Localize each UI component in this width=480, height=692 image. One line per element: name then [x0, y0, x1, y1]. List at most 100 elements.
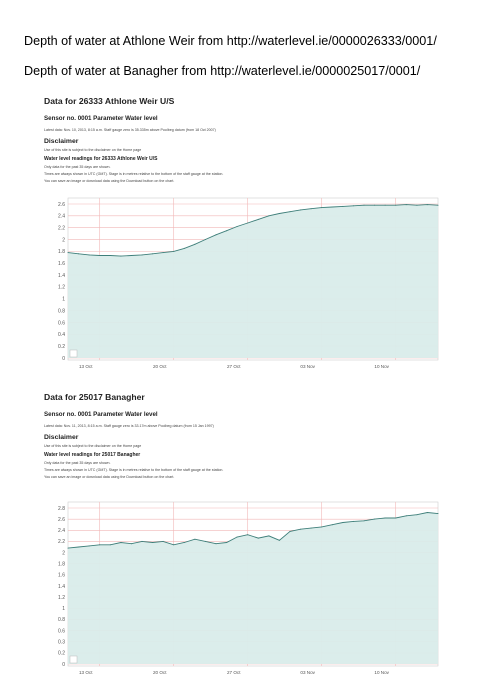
data-point — [162, 540, 164, 542]
y-tick-label: 0.4 — [58, 332, 65, 338]
x-tick-label: 10 Nov — [374, 670, 389, 675]
data-point — [194, 243, 196, 245]
data-point — [99, 544, 101, 546]
data-point — [352, 520, 354, 522]
y-tick-label: 2 — [62, 237, 65, 243]
x-tick-label: 20 Oct — [153, 670, 167, 675]
data-point — [173, 544, 175, 546]
series-line — [67, 204, 439, 257]
data-point — [321, 526, 323, 528]
data-point — [67, 547, 69, 549]
y-tick-label: 1.6 — [58, 261, 65, 267]
series-area — [68, 512, 438, 664]
heading-banagher: Depth of water at Banagher from http://w… — [24, 64, 421, 78]
y-tick-label: 0.2 — [58, 651, 65, 657]
data-point — [78, 546, 80, 548]
data-point — [331, 524, 333, 526]
sensor-heading: Sensor no. 0001 Parameter Water level — [44, 411, 158, 418]
y-tick-label: 1.4 — [58, 584, 65, 590]
data-point — [130, 255, 132, 256]
data-point — [257, 537, 259, 539]
y-tick-label: 1.2 — [58, 285, 65, 291]
data-point — [226, 230, 228, 232]
data-point — [331, 206, 333, 208]
data-point — [204, 540, 206, 542]
y-tick-label: 0.3 — [58, 640, 65, 646]
data-point — [236, 226, 238, 227]
data-point — [300, 528, 302, 530]
y-tick-label: 1.2 — [58, 595, 65, 601]
data-point — [363, 520, 365, 522]
data-point — [88, 545, 90, 547]
data-point — [183, 247, 185, 249]
data-point — [268, 215, 270, 217]
data-point — [120, 542, 122, 543]
data-point — [194, 538, 196, 540]
y-tick-label: 1 — [62, 297, 65, 303]
y-tick-label: 0 — [62, 356, 65, 362]
data-point — [374, 204, 376, 206]
data-point — [247, 534, 249, 536]
note-text: You can save an image or download data u… — [44, 475, 175, 479]
data-point — [300, 209, 302, 211]
data-point — [278, 213, 280, 214]
y-tick-label: 2.4 — [58, 214, 65, 220]
y-tick-label: 0.8 — [58, 308, 65, 314]
data-point — [173, 250, 175, 252]
y-tick-label: 2.2 — [58, 225, 65, 231]
y-tick-label: 0.6 — [58, 628, 65, 634]
chart-svg: 0 0.2 0.3 0.6 0.8 1 1.2 1.4 1.6 1.8 2 2.2 2.4 2.6 2.8 1… — [58, 501, 439, 675]
x-tick-label: 13 Oct — [79, 364, 93, 369]
data-point — [278, 539, 280, 541]
legend-box — [69, 349, 78, 358]
data-point — [120, 255, 122, 257]
data-point — [257, 218, 259, 220]
data-point — [204, 239, 206, 240]
data-point — [152, 542, 154, 543]
chart-svg: 0 0.2 0.4 0.6 0.8 1 1.2 1.4 1.6 1.8 2 2.2 2.4 2.6 13 O… — [58, 197, 439, 369]
data-point — [384, 517, 386, 519]
data-point — [416, 204, 418, 206]
data-point — [342, 522, 344, 523]
data-point — [437, 513, 439, 515]
note-text: Only data for the past 35 days are shown… — [44, 165, 111, 169]
data-point — [321, 207, 323, 209]
y-tick-label: 2.4 — [58, 528, 65, 534]
data-point — [226, 542, 228, 543]
data-point — [289, 211, 291, 213]
x-tick-label: 27 Oct — [227, 670, 241, 675]
data-point — [99, 255, 101, 256]
data-point — [416, 514, 418, 516]
panel-title: Data for 25017 Banagher — [44, 392, 145, 402]
legend-box — [69, 655, 78, 664]
data-point — [405, 204, 407, 206]
data-point — [109, 255, 111, 256]
data-point — [183, 542, 185, 543]
x-tick-label: 10 Nov — [374, 364, 389, 369]
y-tick-label: 1.4 — [58, 273, 65, 279]
data-point — [152, 253, 154, 255]
y-tick-label: 1 — [62, 606, 65, 612]
y-tick-label: 0.2 — [58, 344, 65, 350]
note-text: Only data for the past 35 days are shown… — [44, 461, 111, 465]
data-point — [426, 204, 428, 206]
data-point — [236, 536, 238, 538]
y-tick-label: 0 — [62, 662, 65, 668]
data-point — [215, 543, 217, 545]
data-point — [78, 253, 80, 255]
x-tick-label: 03 Nov — [300, 670, 315, 675]
sensor-heading: Sensor no. 0001 Parameter Water level — [44, 115, 158, 122]
disclaimer-heading: Disclaimer — [44, 138, 79, 145]
banagher-panel: Data for 25017 Banagher Sensor no. 0001 … — [44, 392, 440, 682]
data-point — [395, 517, 397, 519]
disclaimer-heading: Disclaimer — [44, 434, 79, 441]
readings-heading: Water level readings for 25017 Banagher — [44, 452, 141, 458]
data-point — [88, 254, 90, 256]
series-line — [67, 512, 439, 549]
data-point — [374, 518, 376, 520]
data-point — [426, 512, 428, 513]
heading-athlone: Depth of water at Athlone Weir from http… — [24, 34, 437, 48]
x-tick-label: 20 Oct — [153, 364, 167, 369]
note-text: Times are always shown in UTC (GMT). Sta… — [44, 468, 224, 472]
data-point — [289, 530, 291, 532]
